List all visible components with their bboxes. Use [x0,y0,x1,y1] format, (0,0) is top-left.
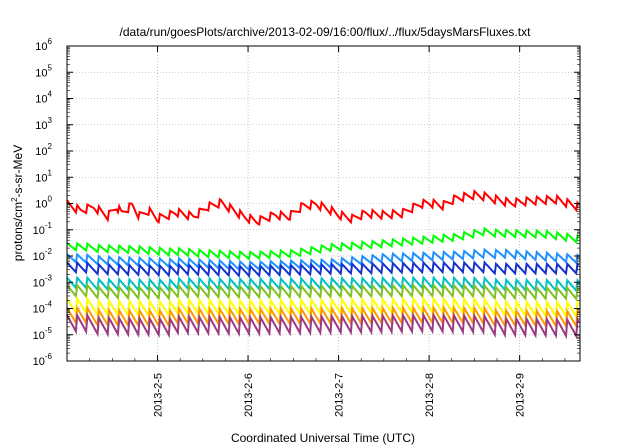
x-tick-label: 2013-2-8 [424,373,436,417]
series-line-3 [66,247,580,272]
y-tick-label: 100 [35,195,52,211]
x-tick-label: 2013-2-9 [515,373,527,417]
x-axis-label: Coordinated Universal Time (UTC) [231,431,415,445]
y-tick-label: 10-5 [33,326,53,342]
y-tick-label: 102 [35,142,52,158]
y-axis-label-sup: 2 [10,197,19,202]
y-tick-label: 103 [35,116,52,132]
y-tick-label: 10-3 [33,273,53,289]
x-tick-label: 2013-2-6 [243,373,255,417]
series-line-8 [66,304,580,330]
chart-title: /data/run/goesPlots/archive/2013-02-09/1… [120,25,532,39]
y-tick-label: 10-2 [33,247,53,263]
series-line-4 [66,260,580,279]
y-tick-label: 10-1 [33,221,53,237]
y-axis-label-pre: protons/cm [11,202,25,261]
y-tick-label: 10-4 [33,300,53,316]
series-line-7 [66,295,580,320]
series-line-6 [66,282,580,302]
y-tick-label: 106 [35,37,52,53]
y-axis: 10-6 10-5 10-4 10-3 10-2 10-1 100 101 102 103 104 1… [33,37,580,368]
y-tick-label: 10-6 [33,352,53,368]
series-line-1 [66,189,580,227]
x-tick-label: 2013-2-7 [334,373,346,417]
series-line-9 [66,311,580,340]
y-tick-label: 105 [35,63,52,79]
y-tick-label: 104 [35,90,52,106]
y-axis-label-post: -s-sr-MeV [11,145,25,198]
series-line-5 [66,275,580,294]
y-tick-label: 101 [35,168,52,184]
x-tick-label: 2013-2-5 [153,373,165,417]
x-axis: 2013-2-5 2013-2-6 2013-2-7 2013-2-8 2013-2-9 [89,46,566,417]
y-axis-label: protons/cm2-s-sr-MeV [10,145,25,261]
series-group [66,189,580,340]
series-line-2 [66,226,580,261]
